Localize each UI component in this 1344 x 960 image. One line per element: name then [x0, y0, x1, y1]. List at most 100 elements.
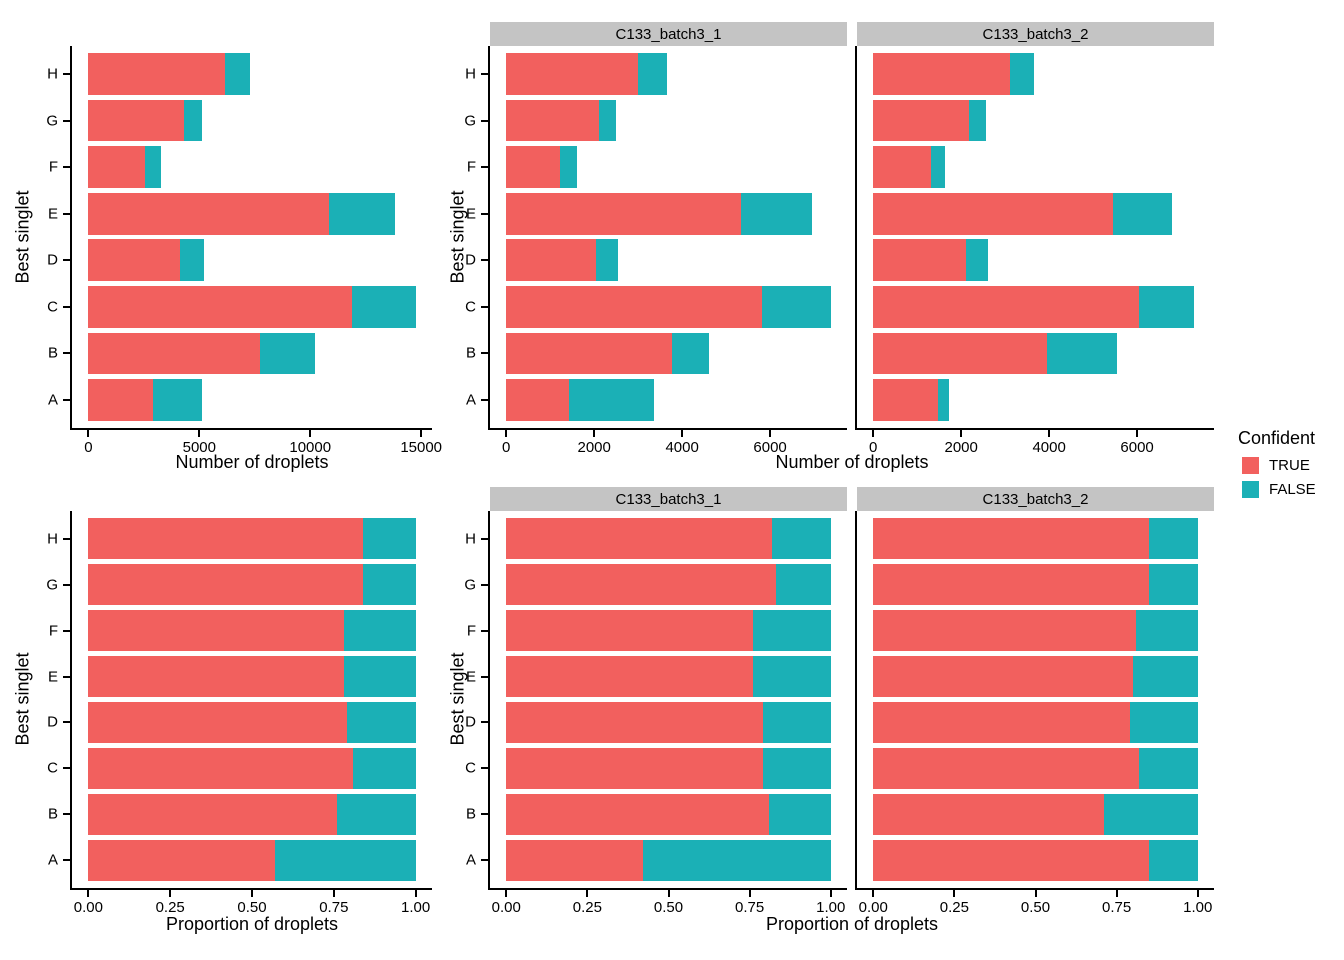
x-tick-mark — [667, 890, 670, 897]
y-tick-label: D — [47, 251, 58, 269]
bar-segment-true-H — [88, 517, 364, 560]
y-tick-label: D — [465, 251, 476, 269]
x-tick-label: 0.75 — [319, 899, 349, 916]
y-tick-mark — [63, 537, 70, 540]
bar-segment-false-H — [224, 52, 251, 95]
bar-segment-true-A — [873, 379, 939, 421]
y-tick-mark — [63, 583, 70, 586]
x-axis-line — [70, 428, 432, 430]
y-axis-line — [70, 511, 72, 890]
bar-segment-false-G — [363, 563, 416, 606]
bar-segment-false-G — [598, 99, 617, 142]
bar-segment-true-D — [506, 701, 763, 744]
y-tick-mark — [63, 399, 70, 402]
y-tick-label: A — [465, 851, 476, 869]
bar-segment-false-C — [1139, 747, 1198, 790]
x-tick-mark — [872, 430, 875, 437]
y-tick-mark — [481, 859, 488, 862]
y-tick-label: F — [48, 158, 58, 176]
x-tick-label: 0 — [84, 439, 93, 456]
bar-segment-false-C — [1138, 285, 1195, 328]
y-tick-mark — [481, 629, 488, 632]
bar-segment-false-H — [363, 517, 416, 560]
x-tick-mark — [420, 430, 423, 437]
x-tick-mark — [769, 430, 772, 437]
y-axis-line — [855, 511, 857, 890]
x-tick-label: 0.25 — [155, 899, 185, 916]
bar-segment-false-F — [144, 146, 162, 189]
y-tick-mark — [481, 259, 488, 262]
x-tick-label: 0.00 — [73, 899, 103, 916]
x-tick-label: 0.25 — [572, 899, 602, 916]
y-tick-label: E — [465, 668, 476, 685]
bar-segment-true-G — [506, 99, 599, 142]
y-axis-line — [488, 46, 490, 430]
bar-segment-true-F — [506, 146, 561, 189]
x-tick-label: 1.00 — [1183, 899, 1213, 916]
bar-segment-true-H — [873, 517, 1150, 560]
y-tick-mark — [481, 399, 488, 402]
bar-segment-false-A — [274, 839, 416, 882]
x-axis-title-count-facets: Number of droplets — [775, 452, 929, 472]
bar-segment-false-B — [337, 793, 416, 836]
bar-segment-false-F — [1136, 609, 1198, 652]
bar-segment-true-B — [873, 793, 1104, 836]
x-tick-label: 2000 — [944, 439, 978, 456]
x-axis-title-prop-left: Proportion of droplets — [165, 914, 339, 934]
bar-segment-true-C — [88, 747, 354, 790]
legend-title: Confident — [1238, 428, 1316, 448]
y-tick-label: C — [47, 759, 58, 777]
y-tick-mark — [63, 859, 70, 862]
facet-strip-bottom-batch1: C133_batch3_1 — [490, 487, 847, 511]
facet-strip-label: C133_batch3_1 — [615, 490, 722, 508]
x-tick-label: 4000 — [665, 439, 699, 456]
x-tick-label: 0.00 — [491, 899, 521, 916]
legend: Confident TRUE FALSE — [1238, 428, 1316, 505]
x-tick-label: 0.75 — [735, 899, 765, 916]
x-tick-label: 1.00 — [401, 899, 431, 916]
bar-segment-true-G — [88, 99, 184, 142]
bar-segment-false-D — [762, 701, 831, 744]
y-axis-line — [855, 46, 857, 430]
bar-segment-false-H — [1149, 517, 1198, 560]
bar-segment-false-F — [931, 146, 945, 189]
bar-segment-false-G — [183, 99, 202, 142]
x-tick-mark — [251, 890, 253, 897]
bar-segment-true-H — [506, 52, 639, 95]
x-tick-label: 0 — [869, 439, 878, 456]
y-tick-label: A — [465, 391, 476, 409]
bar-segment-true-C — [506, 747, 763, 790]
y-tick-label: F — [466, 158, 476, 176]
x-tick-mark — [198, 430, 201, 437]
y-tick-mark — [481, 166, 488, 169]
y-tick-label: A — [47, 391, 58, 409]
x-tick-mark — [505, 890, 508, 897]
x-tick-mark — [829, 890, 832, 897]
y-tick-label: G — [464, 112, 476, 130]
y-axis-title-bottom-left: Best singlet — [12, 652, 33, 746]
bar-segment-false-B — [1103, 793, 1198, 836]
bar-segment-true-A — [506, 839, 643, 882]
legend-label-true: TRUE — [1269, 457, 1310, 474]
y-tick-mark — [63, 166, 70, 169]
bar-segment-false-D — [346, 701, 416, 744]
bar-segment-false-E — [752, 655, 831, 698]
bar-segment-false-G — [968, 99, 987, 142]
y-tick-mark — [481, 767, 488, 770]
y-tick-label: B — [465, 344, 476, 362]
y-tick-mark — [481, 212, 488, 215]
y-tick-label: E — [465, 205, 476, 223]
bar-segment-false-F — [560, 146, 577, 189]
panel-proportion-batch1: A B C D E F G H 0.00 0.25 0.50 0.75 1.00 — [464, 511, 847, 916]
x-tick-label: 6000 — [753, 439, 787, 456]
bar-segment-true-G — [873, 563, 1150, 606]
x-tick-label: 4000 — [1032, 439, 1066, 456]
x-tick-mark — [87, 890, 90, 897]
x-axis-title-count-left: Number of droplets — [175, 452, 329, 472]
x-axis-line — [855, 888, 1214, 890]
bar-segment-false-E — [328, 192, 395, 235]
x-tick-mark — [748, 890, 751, 897]
x-tick-mark — [593, 430, 596, 437]
y-tick-mark — [63, 629, 70, 632]
bar-segment-false-B — [260, 332, 315, 375]
